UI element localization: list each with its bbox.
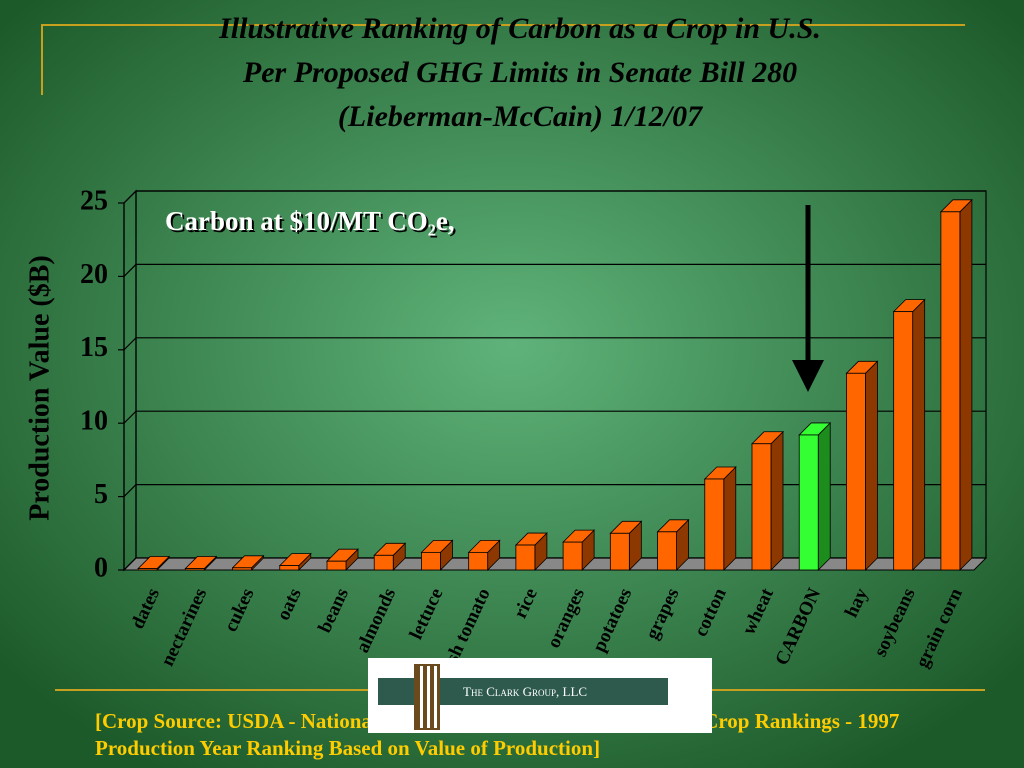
bar <box>751 430 784 571</box>
bar-front <box>940 211 961 571</box>
chart-title: Per Proposed GHG Limits in Senate Bill 2… <box>242 56 797 89</box>
bar <box>184 555 218 571</box>
bar <box>939 198 973 571</box>
bar-front <box>704 478 725 571</box>
bar <box>845 360 879 571</box>
logo: The Clark Group, LLC <box>368 658 712 733</box>
bar <box>562 529 596 571</box>
bar <box>373 542 407 571</box>
bar-front <box>421 551 441 571</box>
logo-icon <box>414 664 440 730</box>
bar-side <box>865 360 878 571</box>
y-axis-label: Production Value ($B) <box>24 255 55 521</box>
bar <box>326 548 359 571</box>
bar <box>420 539 454 571</box>
bar-front <box>609 532 630 571</box>
bar-front <box>279 565 300 571</box>
bar-front <box>326 560 347 571</box>
grid-line <box>123 337 986 351</box>
decor-line <box>41 24 965 95</box>
bar-front <box>846 372 866 571</box>
bar-side <box>817 421 831 571</box>
bar <box>231 554 265 571</box>
y-tick-label: 25 <box>80 185 108 216</box>
bar <box>892 298 926 571</box>
chart-title: Illustrative Ranking of Carbon as a Crop… <box>218 12 821 45</box>
bar-front <box>468 551 489 571</box>
bar <box>656 518 690 571</box>
bar-front <box>751 443 772 571</box>
annotation-shadow: Carbon at $10/MT CO₂e, <box>167 208 457 238</box>
grid-line <box>123 557 986 571</box>
y-tick-label: 15 <box>80 332 108 363</box>
bar-front <box>232 567 252 571</box>
bar <box>609 520 643 571</box>
chart-title: (Lieberman-McCain) 1/12/07 <box>338 100 703 133</box>
bar-front <box>562 541 583 571</box>
annotation: Carbon at $10/MT CO₂e, <box>165 206 455 236</box>
bar <box>798 421 832 571</box>
bar-front <box>137 568 158 571</box>
bar-side <box>959 198 973 571</box>
grid-line <box>123 190 986 204</box>
grid-line <box>123 410 986 424</box>
bar-side <box>770 430 784 571</box>
bar-front <box>893 311 914 571</box>
bar-front <box>798 434 819 571</box>
y-tick-label: 0 <box>94 552 108 583</box>
bar-front <box>184 568 205 571</box>
grid-line <box>123 263 986 277</box>
grid-line <box>123 484 986 498</box>
arrow-head <box>792 360 824 392</box>
bar <box>703 466 737 571</box>
bar-front <box>657 531 677 571</box>
bar <box>278 552 312 571</box>
bar <box>467 539 501 571</box>
y-tick-label: 5 <box>94 479 108 510</box>
bar-side <box>912 298 926 571</box>
bar-side <box>723 466 737 571</box>
y-tick-label: 10 <box>80 406 108 437</box>
bar <box>514 532 548 571</box>
y-tick-label: 20 <box>80 259 108 290</box>
bar-front <box>373 554 394 571</box>
bar-front <box>515 544 536 571</box>
bar <box>137 555 171 571</box>
